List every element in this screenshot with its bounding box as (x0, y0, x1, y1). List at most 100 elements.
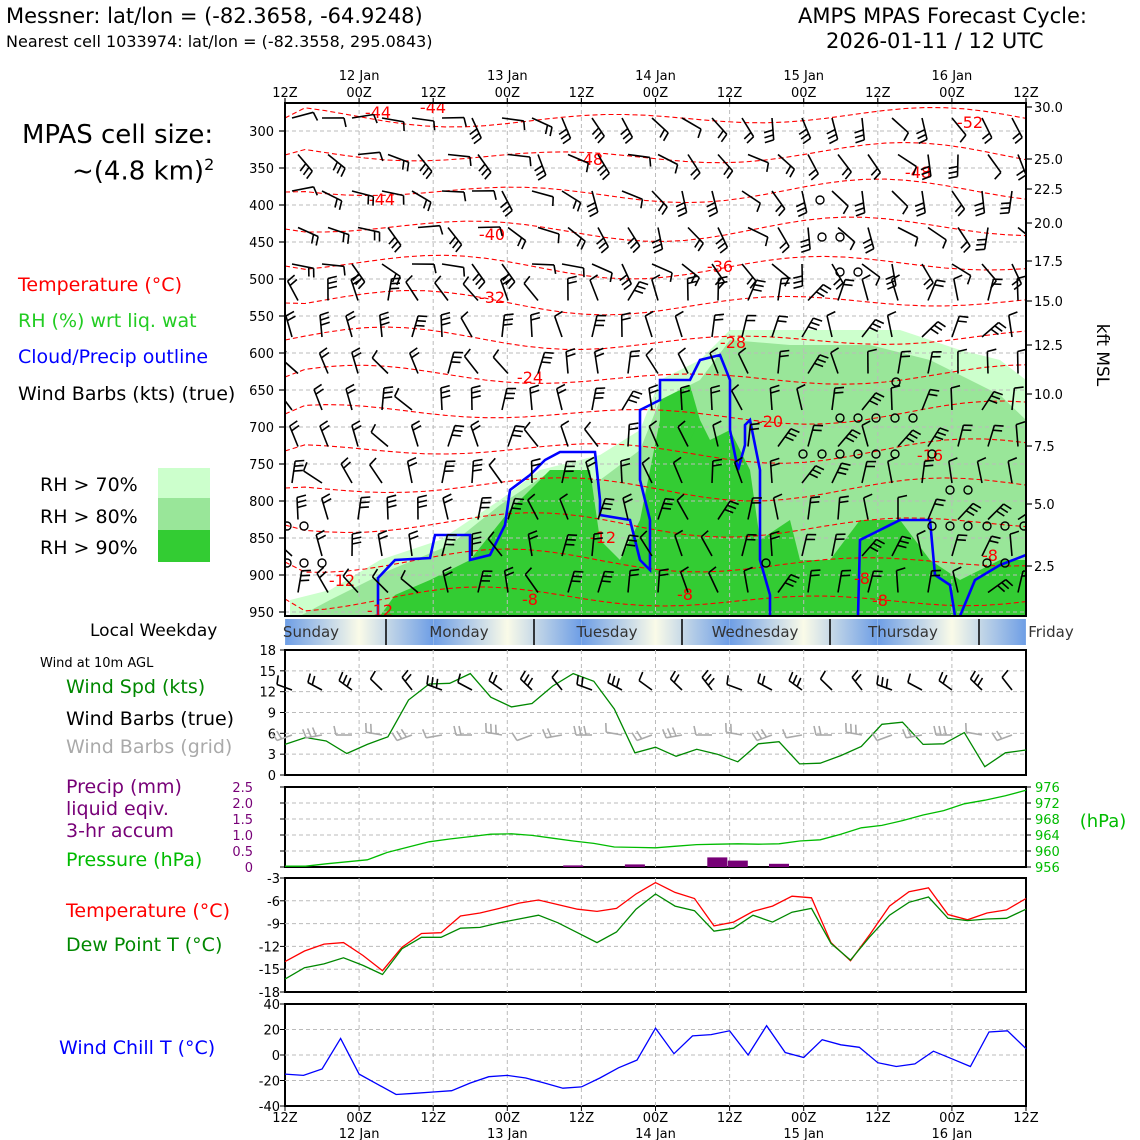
wind-barb-feather (440, 389, 451, 394)
wind-barb-feather (905, 436, 915, 443)
pressure-tick-label: 450 (249, 236, 274, 251)
surface-wind-barb (488, 679, 503, 691)
calm-wind-marker (299, 521, 309, 531)
wind-barb-feather (976, 243, 986, 246)
wind-barb-feather (379, 311, 389, 316)
wind-barb (501, 263, 516, 283)
grid-wind-barb-feather (333, 725, 337, 736)
wind-barb-feather (416, 319, 426, 323)
temperature-contour-label: -48 (577, 150, 603, 169)
surface-wind-barb (907, 681, 923, 691)
wind-barb-feather (810, 574, 820, 577)
wind-barb-feather (287, 274, 296, 282)
wind-barb-feather (712, 463, 722, 467)
wind-barb (447, 227, 463, 246)
wind-barb (861, 425, 869, 447)
wind-barb (313, 389, 323, 411)
wind-barb-feather (624, 136, 633, 145)
wind-barb (357, 226, 380, 233)
temperature-contour (285, 438, 1026, 464)
wind-barb (890, 279, 899, 301)
wind-barb-feather (715, 237, 724, 245)
calm-wind-marker (285, 558, 292, 568)
wind-barb-feather (812, 468, 822, 475)
temperature-contour-label: -8 (522, 590, 538, 609)
wind-ytick-label: 12 (259, 686, 276, 701)
weekday-night-band (581, 619, 730, 645)
pressure-ytick-label: 956 (1035, 861, 1060, 876)
wind-barb-feather (319, 420, 329, 427)
wind-barb-feather (830, 347, 840, 354)
surface-wind-barb-feather (942, 674, 948, 684)
height-tick-label: 10.0 (1034, 388, 1063, 403)
surface-wind-barb-feather (1001, 669, 1009, 678)
wind-barb (591, 117, 605, 137)
wind-barb-feather (544, 124, 549, 135)
wind-barb-feather (471, 132, 480, 140)
height-tick-label: 22.5 (1034, 183, 1063, 198)
wind-ytick-label: 9 (268, 707, 276, 722)
wind-barb-feather (580, 240, 586, 250)
surface-wind-barb-feather (669, 670, 676, 680)
temperature-contour-label: -44 (420, 98, 446, 117)
wind-barb-feather (936, 498, 946, 502)
wind-barb (321, 263, 344, 268)
wind-barb (501, 117, 524, 122)
wind-barb (951, 190, 966, 210)
wind-barb-feather (890, 384, 901, 389)
wind-barb-feather (443, 571, 453, 577)
wind-ytick-label: 15 (259, 665, 276, 680)
wind-barb-feather (422, 199, 428, 209)
wind-barb (501, 190, 513, 211)
wind-barb-feather (599, 168, 608, 176)
wind-barb-feather (819, 354, 829, 359)
wind-barb-feather (924, 459, 934, 462)
wind-barb-feather (916, 128, 926, 135)
wind-barb-feather (697, 128, 702, 139)
wind-barb-feather (674, 529, 684, 536)
surface-wind-barb-feather (457, 673, 462, 683)
grid-wind-barb-feather (813, 725, 817, 736)
wind-speed-line (284, 672, 1027, 768)
wind-barb-feather (380, 316, 390, 321)
wind-barb (837, 429, 853, 448)
weekday-night-band (877, 619, 1026, 645)
wind-barb-feather (316, 566, 325, 574)
grid-wind-barb-feather (938, 725, 942, 736)
wind-barb-feather (640, 199, 644, 209)
grid-wind-barb-feather (391, 732, 398, 741)
grid-wind-barb (486, 731, 503, 736)
wind-barb-feather (513, 502, 523, 505)
temperature-contour (285, 289, 1026, 316)
wind-barb-feather (948, 175, 958, 180)
wind-barb-feather (956, 538, 966, 542)
wind-barb (887, 461, 893, 484)
surface-wind-barb-feather (854, 673, 862, 682)
nearest-cell-line: Nearest cell 1033974: lat/lon = (-82.355… (6, 32, 433, 51)
wind-barb (676, 499, 689, 520)
wind-barb-feather (719, 246, 728, 254)
calm-wind-marker (945, 485, 955, 495)
wind-barb (621, 190, 643, 200)
wind-barb (679, 571, 689, 593)
wind-barb-feather (849, 241, 856, 251)
calm-wind-marker (853, 267, 863, 277)
wind-barb-feather (862, 238, 872, 245)
wind-barb-feather (524, 567, 533, 576)
pressure-ytick-label: 960 (1035, 845, 1060, 860)
wind-barb-feather (811, 569, 821, 572)
wind-barb-feather (697, 242, 704, 252)
wind-barb (591, 388, 597, 411)
precip-ytick-label: 2.5 (232, 781, 253, 796)
grid-wind-barb-feather (541, 728, 547, 739)
wind-barb (897, 351, 903, 374)
wind-barb (747, 153, 769, 164)
temperature-contour-label: -24 (517, 368, 543, 387)
wind-barb (711, 460, 714, 484)
precip-bar (727, 860, 748, 867)
wind-barb (891, 263, 897, 286)
wind-barb (369, 464, 383, 484)
wind-barb-feather (865, 247, 875, 254)
wind-barb-feather (587, 206, 597, 213)
wind-barb-feather (930, 328, 939, 335)
